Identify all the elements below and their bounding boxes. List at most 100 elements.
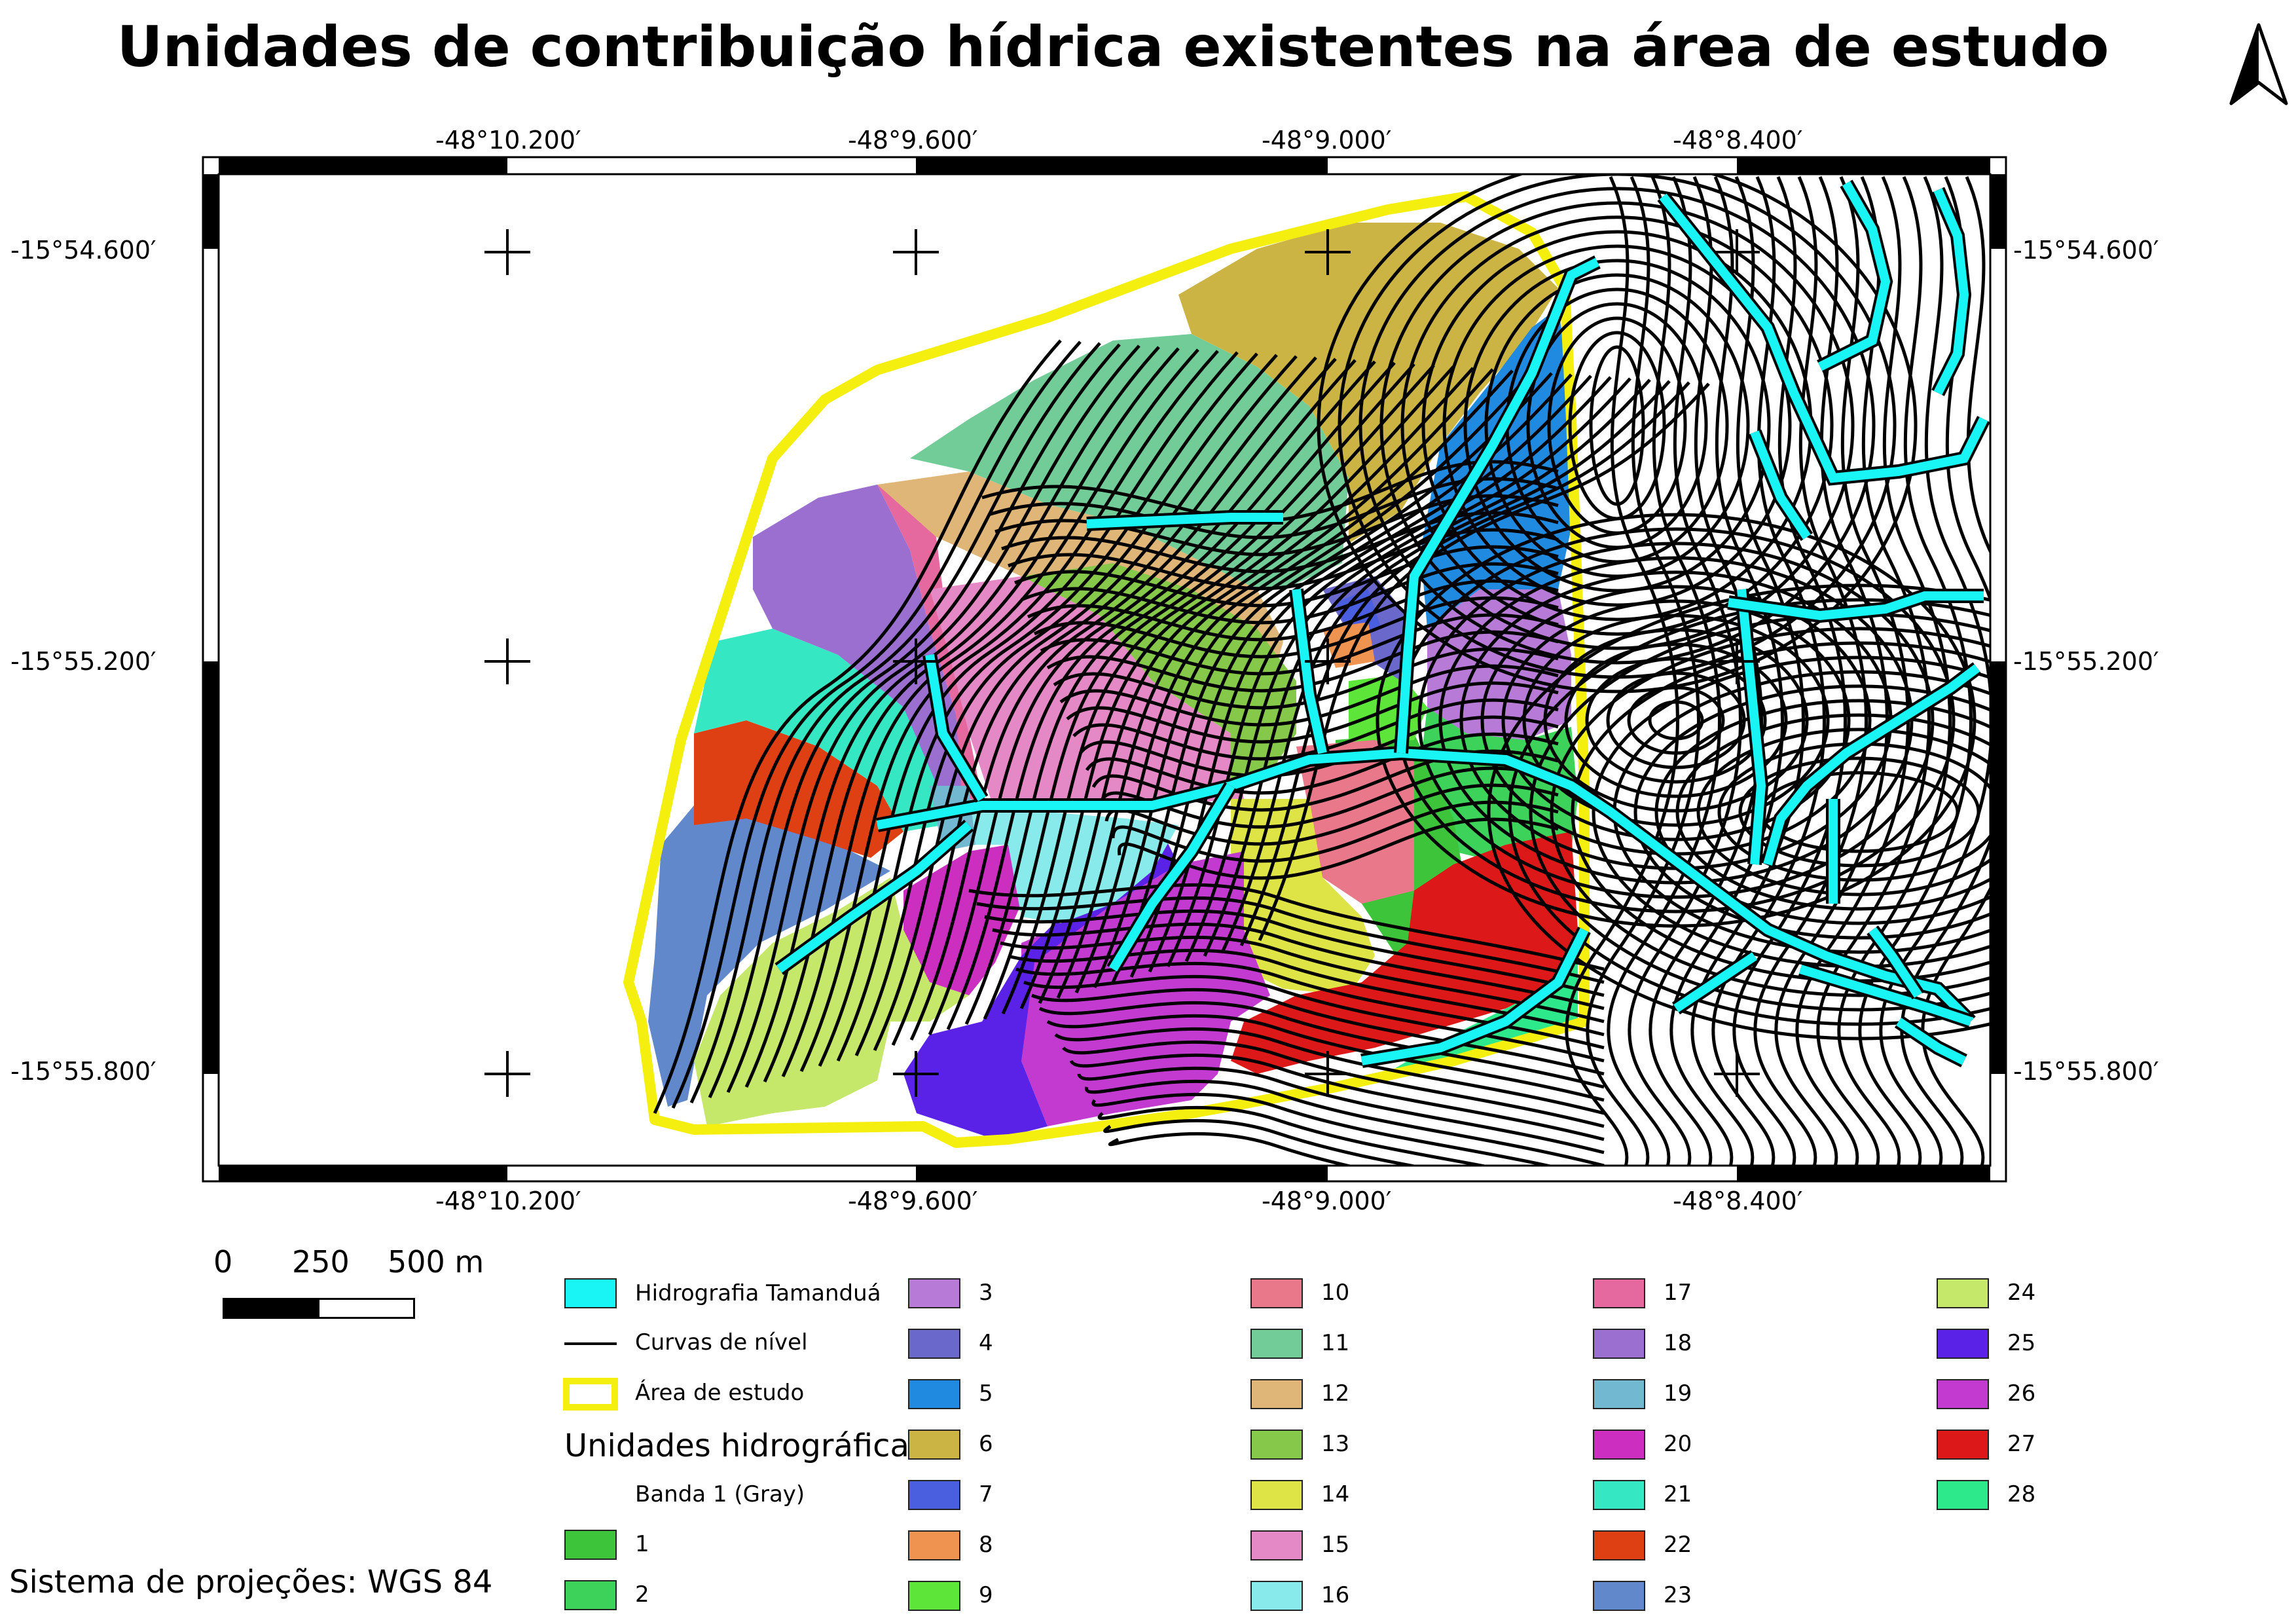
contour-line bbox=[708, 343, 1121, 1099]
ladder-right-1 bbox=[1990, 661, 2006, 1074]
bottom-lon-label-3: -48°9.000′ bbox=[1262, 1187, 1392, 1215]
legend-swatch-unit-6 bbox=[908, 1430, 960, 1460]
legend-swatch-unit-28 bbox=[1937, 1480, 1989, 1510]
contour-line bbox=[818, 351, 1239, 1067]
legend-label-unit-17: 17 bbox=[1664, 1280, 1692, 1306]
contour-line bbox=[1054, 1027, 1605, 1115]
bottom-lon-label-4: -48°8.400′ bbox=[1673, 1187, 1803, 1215]
legend-swatch-unit-21 bbox=[1593, 1480, 1645, 1510]
contour-ring bbox=[1592, 655, 1990, 969]
legend-swatch-unit-11 bbox=[1250, 1329, 1303, 1359]
contour-ring bbox=[1717, 742, 1990, 882]
contour-line bbox=[1008, 528, 1559, 591]
contour-line bbox=[1104, 783, 1559, 846]
bottom-lon-label-2: -48°9.600′ bbox=[848, 1187, 978, 1215]
contour-ring bbox=[1550, 627, 1990, 997]
legend-label-unit-2: 2 bbox=[635, 1581, 649, 1608]
contour-line bbox=[1628, 175, 1742, 1166]
contour-line bbox=[1085, 1079, 1605, 1166]
legend-swatch-unit-12 bbox=[1250, 1379, 1303, 1409]
stream-east-2 bbox=[1763, 664, 1980, 866]
legend-swatch-unit-13 bbox=[1250, 1430, 1303, 1460]
left-lat-label-1: -15°54.600′ bbox=[10, 236, 156, 265]
right-lat-label-2: -15°55.200′ bbox=[2013, 647, 2159, 676]
contour-line bbox=[988, 477, 1559, 540]
ladder-top-2 bbox=[1737, 157, 1990, 174]
contour-line bbox=[1690, 175, 1805, 1166]
legend-swatch-unit-17 bbox=[1593, 1278, 1645, 1308]
legend-label-unit-25: 25 bbox=[2007, 1330, 2036, 1356]
ladder-top-1 bbox=[916, 157, 1328, 174]
contour-ring bbox=[1338, 174, 1897, 679]
graticule-cross bbox=[484, 1051, 530, 1097]
legend-label-unit-8: 8 bbox=[979, 1532, 993, 1558]
stream-east-3 bbox=[1798, 965, 1973, 1026]
contour-line bbox=[1103, 1118, 1420, 1166]
map-title: Unidades de contribuição hídrica existen… bbox=[117, 14, 2109, 80]
legend-swatch-unit-3 bbox=[908, 1278, 960, 1308]
bottom-lon-label-1: -48°10.200′ bbox=[435, 1187, 581, 1215]
ladder-left-0 bbox=[203, 174, 219, 249]
legend-label-unit-3: 3 bbox=[979, 1280, 993, 1306]
unit-18 bbox=[753, 485, 969, 799]
scale-bar-segment bbox=[225, 1300, 319, 1317]
stream-east-4 bbox=[1868, 927, 1922, 998]
unit-25 bbox=[903, 838, 1178, 1139]
stream-south-1 bbox=[1108, 783, 1235, 972]
legend-heading-units: Unidades hidrográficas bbox=[564, 1428, 926, 1464]
contour-ring bbox=[1529, 612, 1990, 1012]
contour-ring bbox=[1675, 713, 1990, 911]
contour-ring bbox=[1696, 728, 1990, 896]
contour-line bbox=[1072, 698, 1559, 761]
contour-line bbox=[1019, 365, 1455, 1010]
legend-label-contour: Curvas de nível bbox=[635, 1329, 808, 1356]
stream-se-1 bbox=[1673, 952, 1757, 1012]
top-lon-label-2: -48°9.600′ bbox=[848, 126, 978, 155]
contour-line bbox=[1111, 800, 1559, 863]
hydrography-network bbox=[774, 179, 1990, 1068]
contour-line bbox=[854, 354, 1278, 1057]
contour-line bbox=[984, 909, 1605, 997]
contour-ring bbox=[1508, 598, 1990, 1026]
stream-trib-north bbox=[1086, 513, 1283, 528]
legend-label-study-area: Área de estudo bbox=[635, 1380, 805, 1406]
stream-sw bbox=[776, 821, 972, 973]
contour-line bbox=[689, 342, 1101, 1104]
ladder-bottom-1 bbox=[916, 1166, 1328, 1181]
scale-bar bbox=[223, 1298, 415, 1319]
graticule-cross bbox=[1305, 638, 1351, 684]
contour-ring bbox=[1526, 302, 1708, 549]
contour-ring bbox=[1547, 316, 1687, 535]
legend-label-unit-18: 18 bbox=[1664, 1330, 1692, 1356]
contour-line bbox=[1053, 647, 1559, 710]
left-lat-label-3: -15°55.800′ bbox=[10, 1057, 156, 1086]
legend-swatch-unit-23 bbox=[1593, 1581, 1645, 1611]
legend-swatch-unit-5 bbox=[908, 1379, 960, 1409]
contour-line bbox=[1221, 380, 1671, 952]
legend-swatch-unit-18 bbox=[1593, 1329, 1645, 1359]
contour-line bbox=[1098, 766, 1559, 829]
scale-label-mid: 250 bbox=[292, 1244, 350, 1280]
contour-ring bbox=[1589, 345, 1645, 506]
contour-line bbox=[1001, 511, 1559, 574]
contour-line bbox=[1108, 1132, 1355, 1166]
scale-label-zero: 0 bbox=[213, 1244, 233, 1280]
contour-ring bbox=[1487, 583, 1990, 1041]
graticule-cross bbox=[484, 638, 530, 684]
contour-ring bbox=[1484, 273, 1750, 578]
legend-swatch-study-area bbox=[563, 1378, 618, 1411]
legend-swatch-unit-26 bbox=[1937, 1379, 1989, 1409]
contour-ring bbox=[1442, 244, 1792, 607]
ladder-left-1 bbox=[203, 661, 219, 1074]
legend-label-unit-11: 11 bbox=[1321, 1330, 1350, 1356]
contour-line bbox=[981, 460, 1559, 523]
contour-line bbox=[1091, 1092, 1556, 1166]
legend-label-unit-12: 12 bbox=[1321, 1380, 1350, 1407]
contour-line bbox=[1184, 377, 1631, 963]
contour-ring bbox=[1358, 187, 1876, 665]
contour-ring bbox=[1568, 331, 1666, 521]
legend-band-label: Banda 1 (Gray) bbox=[635, 1481, 805, 1507]
contour-ring bbox=[1571, 641, 1990, 983]
contour-ring bbox=[1463, 259, 1771, 593]
contour-line bbox=[1565, 175, 1679, 1166]
